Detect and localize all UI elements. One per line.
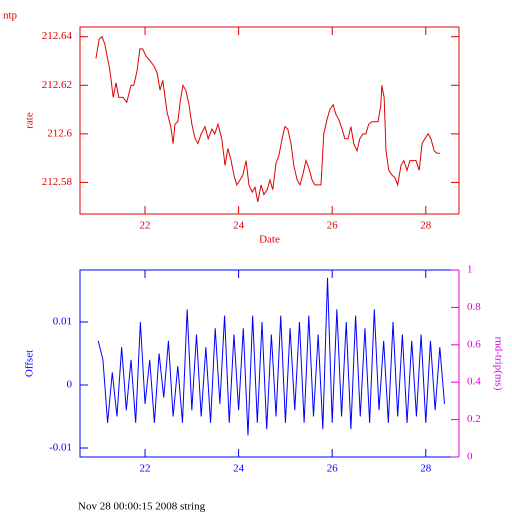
x-tick-label: 26 (327, 220, 339, 232)
y-tick-label: 0.01 (53, 316, 72, 328)
y2-tick-label: 0.8 (467, 301, 481, 313)
y-tick-label: -0.01 (49, 442, 72, 454)
y2-axis-label: rnd-trip(ms) (492, 337, 504, 391)
y2-tick-label: 0 (467, 451, 473, 463)
data-line (95, 35, 440, 202)
y-tick-label: 0 (67, 379, 73, 391)
x-tick-label: 28 (420, 463, 432, 475)
x-axis-label: Date (259, 234, 280, 246)
y-tick-label: 212.64 (42, 30, 73, 42)
x-tick-label: 28 (420, 220, 432, 232)
x-tick-label: 24 (233, 463, 245, 475)
x-tick-label: 24 (233, 220, 245, 232)
y-axis-label: rate (24, 112, 36, 129)
y2-tick-label: 1 (467, 264, 473, 276)
x-tick-label: 26 (327, 463, 339, 475)
data-line (97, 277, 445, 436)
axis-frame (79, 269, 459, 458)
y2-tick-label: 0.4 (467, 376, 481, 388)
x-tick-label: 22 (140, 463, 151, 475)
y2-tick-label: 0.6 (467, 338, 481, 350)
y-tick-label: 212.58 (42, 176, 73, 188)
y-axis-label: Offset (24, 350, 36, 377)
y-tick-label: 212.6 (47, 127, 72, 139)
y-tick-label: 212.62 (42, 79, 72, 91)
chart-title: ntp (3, 10, 18, 22)
x-tick-label: 22 (140, 220, 151, 232)
axis-frame (79, 26, 459, 215)
footer: Nov 28 00:00:15 2008 string (78, 501, 206, 512)
y2-tick-label: 0.2 (467, 413, 481, 425)
